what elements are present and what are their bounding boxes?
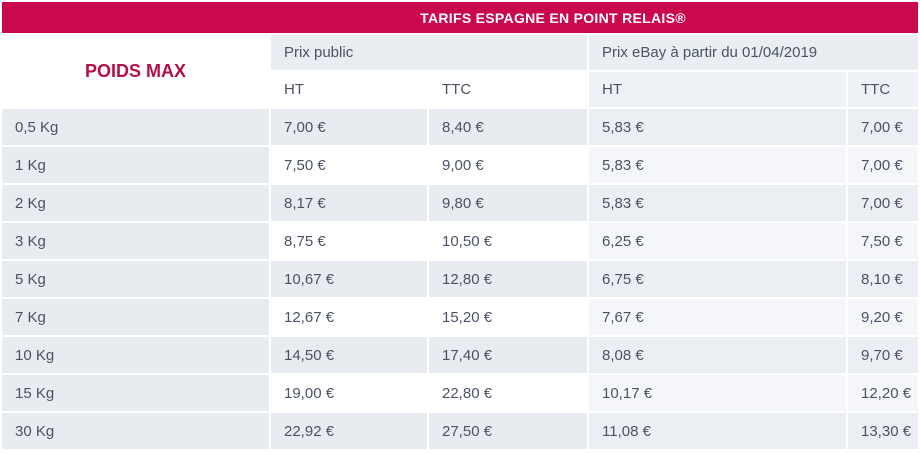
table-row: 3 Kg 8,75 € 10,50 € 6,25 € 7,50 € [2, 223, 919, 259]
ebay-ht-cell: 10,17 € [589, 375, 846, 411]
public-ttc-cell: 12,80 € [429, 261, 587, 297]
ebay-ht-cell: 5,83 € [589, 109, 846, 145]
weight-cell: 15 Kg [2, 375, 269, 411]
table-row: 2 Kg 8,17 € 9,80 € 5,83 € 7,00 € [2, 185, 919, 221]
public-ttc-cell: 15,20 € [429, 299, 587, 335]
weight-cell: 7 Kg [2, 299, 269, 335]
public-ht-cell: 8,17 € [271, 185, 427, 221]
weight-cell: 10 Kg [2, 337, 269, 373]
ebay-ht-cell: 5,83 € [589, 185, 846, 221]
ebay-ttc-cell: 9,70 € [848, 337, 919, 373]
weight-cell: 1 Kg [2, 147, 269, 183]
weight-cell: 30 Kg [2, 413, 269, 449]
table-title: TARIFS ESPAGNE EN POINT RELAIS® [2, 2, 919, 33]
table-row: 30 Kg 22,92 € 27,50 € 11,08 € 13,30 € [2, 413, 919, 449]
public-ttc-cell: 8,40 € [429, 109, 587, 145]
public-ht-cell: 19,00 € [271, 375, 427, 411]
ebay-ttc-cell: 7,00 € [848, 147, 919, 183]
group-header-row: POIDS MAX Prix public Prix eBay à partir… [2, 35, 919, 107]
public-ht-cell: 7,50 € [271, 147, 427, 183]
ebay-ttc-cell: 12,20 € [848, 375, 919, 411]
ebay-ht-cell: 8,08 € [589, 337, 846, 373]
ebay-ht-cell: 5,83 € [589, 147, 846, 183]
table-row: 10 Kg 14,50 € 17,40 € 8,08 € 9,70 € [2, 337, 919, 373]
ebay-ttc-cell: 7,00 € [848, 109, 919, 145]
public-ht-cell: 8,75 € [271, 223, 427, 259]
public-price-group-header: Prix public [271, 35, 587, 70]
public-ttc-cell: 9,80 € [429, 185, 587, 221]
ebay-ht-header: HT [589, 72, 846, 107]
weight-cell: 2 Kg [2, 185, 269, 221]
ebay-ht-cell: 6,25 € [589, 223, 846, 259]
table-row: 0,5 Kg 7,00 € 8,40 € 5,83 € 7,00 € [2, 109, 919, 145]
public-ht-cell: 10,67 € [271, 261, 427, 297]
weight-cell: 3 Kg [2, 223, 269, 259]
ebay-ht-cell: 6,75 € [589, 261, 846, 297]
weight-cell: 5 Kg [2, 261, 269, 297]
ebay-ttc-cell: 13,30 € [848, 413, 919, 449]
title-row: TARIFS ESPAGNE EN POINT RELAIS® [2, 2, 919, 33]
ebay-ttc-cell: 7,50 € [848, 223, 919, 259]
ebay-ttc-cell: 7,00 € [848, 185, 919, 221]
ebay-ht-cell: 7,67 € [589, 299, 846, 335]
table-row: 15 Kg 19,00 € 22,80 € 10,17 € 12,20 € [2, 375, 919, 411]
table-row: 1 Kg 7,50 € 9,00 € 5,83 € 7,00 € [2, 147, 919, 183]
weight-cell: 0,5 Kg [2, 109, 269, 145]
public-ttc-cell: 27,50 € [429, 413, 587, 449]
public-ttc-cell: 9,00 € [429, 147, 587, 183]
public-ht-header: HT [271, 72, 427, 107]
ebay-ttc-cell: 9,20 € [848, 299, 919, 335]
ebay-price-group-header: Prix eBay à partir du 01/04/2019 [589, 35, 919, 70]
public-ttc-cell: 17,40 € [429, 337, 587, 373]
ebay-ht-cell: 11,08 € [589, 413, 846, 449]
public-ht-cell: 22,92 € [271, 413, 427, 449]
public-ht-cell: 12,67 € [271, 299, 427, 335]
sub-header-row: HT TTC HT TTC [2, 72, 919, 107]
table-row: 7 Kg 12,67 € 15,20 € 7,67 € 9,20 € [2, 299, 919, 335]
weight-column-header: POIDS MAX [2, 35, 269, 107]
ebay-ttc-header: TTC [848, 72, 919, 107]
table-row: 5 Kg 10,67 € 12,80 € 6,75 € 8,10 € [2, 261, 919, 297]
ebay-ttc-cell: 8,10 € [848, 261, 919, 297]
public-ttc-cell: 22,80 € [429, 375, 587, 411]
public-ht-cell: 7,00 € [271, 109, 427, 145]
public-ht-cell: 14,50 € [271, 337, 427, 373]
public-ttc-header: TTC [429, 72, 587, 107]
public-ttc-cell: 10,50 € [429, 223, 587, 259]
